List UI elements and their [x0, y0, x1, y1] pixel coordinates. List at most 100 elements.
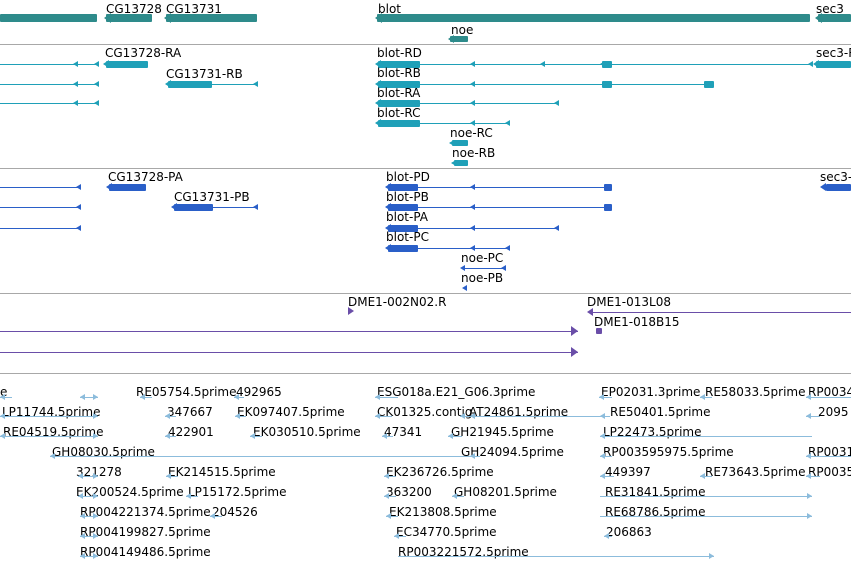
feature-label[interactable]: RP004199827.5prime: [80, 525, 211, 539]
feature-label[interactable]: EK030510.5prime: [253, 425, 361, 439]
feature-label[interactable]: noe-PC: [461, 251, 504, 265]
feature-label[interactable]: sec3: [816, 2, 844, 16]
feature-label[interactable]: LP11744.5prime: [2, 405, 101, 419]
feature-label[interactable]: 47341: [384, 425, 423, 439]
intron-line: [398, 556, 714, 557]
feature-label[interactable]: blot-PA: [386, 210, 429, 224]
feature-label[interactable]: RE04519.5prime: [3, 425, 104, 439]
feature-label[interactable]: blot-RB: [377, 66, 421, 80]
feature-label[interactable]: noe-RB: [452, 146, 496, 160]
strand-arrow: [0, 433, 5, 439]
feature-label[interactable]: GH24094.5prime: [461, 445, 564, 459]
intron-line: [420, 84, 712, 85]
strand-arrow: [808, 61, 813, 67]
feature-label[interactable]: CG13731-RB: [166, 67, 243, 81]
strand-arrow: [385, 224, 391, 232]
feature-label[interactable]: EK236726.5prime: [386, 465, 494, 479]
feature-label[interactable]: 321278: [76, 465, 122, 479]
feature-label[interactable]: DME1-018B15: [594, 315, 680, 329]
feature-label[interactable]: 2095: [818, 405, 849, 419]
feature-label[interactable]: CG13728-RA: [105, 46, 182, 60]
feature-label[interactable]: blot-PD: [386, 170, 430, 184]
feature-label[interactable]: noe: [451, 23, 474, 37]
intron-line: [50, 456, 470, 457]
feature-label[interactable]: EK097407.5prime: [237, 405, 345, 419]
feature-label[interactable]: GH21945.5prime: [451, 425, 554, 439]
feature-label[interactable]: blot-RA: [377, 86, 421, 100]
feature-label[interactable]: RP004221374.5prime: [80, 505, 211, 519]
feature-label[interactable]: GH08201.5prime: [454, 485, 557, 499]
strand-arrow: [394, 533, 399, 539]
feature-label[interactable]: blot-RC: [377, 106, 421, 120]
feature-label[interactable]: blot-PC: [386, 230, 429, 244]
feature-label[interactable]: EK214515.5prime: [168, 465, 276, 479]
feature-label[interactable]: ESG018a.E21_G06.3prime: [377, 385, 536, 399]
intron-line: [234, 397, 244, 398]
feature-label[interactable]: EP02031.3prime: [601, 385, 701, 399]
intron-line: [0, 331, 578, 332]
feature-label[interactable]: e: [0, 385, 8, 399]
feature-label[interactable]: CG13728-PA: [108, 170, 183, 184]
feature-label[interactable]: EK200524.5prime: [76, 485, 184, 499]
feature-label[interactable]: DME1-002N02.R: [348, 295, 447, 309]
feature-label[interactable]: RE68786.5prime: [605, 505, 706, 519]
feature-label[interactable]: 206863: [606, 525, 652, 539]
feature-label[interactable]: CG13731-PB: [174, 190, 250, 204]
feature-label[interactable]: 492965: [236, 385, 282, 399]
feature-label[interactable]: LP15172.5prime: [188, 485, 287, 499]
feature-label[interactable]: 204526: [212, 505, 258, 519]
intron-line: [384, 476, 396, 477]
strand-arrow: [600, 433, 605, 439]
feature-label[interactable]: RE50401.5prime: [610, 405, 711, 419]
feature-label[interactable]: CG13731: [166, 2, 222, 16]
strand-arrow: [93, 553, 98, 559]
exon: [604, 204, 612, 211]
strand-arrow: [709, 553, 714, 559]
feature-label[interactable]: 422901: [168, 425, 214, 439]
feature-label[interactable]: noe-PB: [461, 271, 504, 285]
track-separator: [0, 373, 851, 374]
strand-arrow: [462, 285, 467, 291]
feature-label[interactable]: RE73643.5prime: [705, 465, 806, 479]
feature-label[interactable]: blot: [378, 2, 401, 16]
strand-arrow: [78, 473, 83, 479]
feature-label[interactable]: EC34770.5prime: [396, 525, 497, 539]
feature-label[interactable]: RE58033.5prime: [705, 385, 806, 399]
feature-label[interactable]: RP0031: [808, 445, 851, 459]
strand-arrow: [375, 80, 381, 88]
feature-label[interactable]: 449397: [605, 465, 651, 479]
intron-line: [470, 416, 600, 417]
feature-label[interactable]: noe-RC: [450, 126, 493, 140]
feature-label[interactable]: RP003595975.5prime: [603, 445, 734, 459]
feature-label[interactable]: blot-RD: [377, 46, 422, 60]
feature-label[interactable]: GH08030.5prime: [52, 445, 155, 459]
intron-line: [80, 397, 98, 398]
feature-label[interactable]: blot-PB: [386, 190, 429, 204]
feature-label[interactable]: RE31841.5prime: [605, 485, 706, 499]
feature-label[interactable]: RP0034: [808, 385, 851, 399]
strand-arrow: [600, 473, 605, 479]
strand-arrow: [103, 60, 109, 68]
intron-line: [394, 536, 406, 537]
feature-label[interactable]: AT24861.5prime: [469, 405, 569, 419]
feature-label[interactable]: 347667: [167, 405, 213, 419]
strand-arrow: [186, 493, 191, 499]
feature-label[interactable]: LP22473.5prime: [603, 425, 702, 439]
strand-arrow: [76, 204, 81, 210]
feature-label[interactable]: CG13728: [106, 2, 162, 16]
feature-label[interactable]: RP003221572.5prime: [398, 545, 529, 559]
strand-arrow: [806, 453, 811, 459]
feature-label[interactable]: RP004149486.5prime: [80, 545, 211, 559]
strand-arrow: [94, 81, 99, 87]
feature-label[interactable]: RE05754.5prime: [136, 385, 237, 399]
feature-label[interactable]: CK01325.contig: [377, 405, 473, 419]
strand-arrow: [700, 473, 705, 479]
feature-label[interactable]: sec3-R: [816, 46, 851, 60]
intron-line: [418, 207, 610, 208]
feature-label[interactable]: DME1-013L08: [587, 295, 671, 309]
intron-line: [600, 476, 614, 477]
feature-label[interactable]: RP0035: [808, 465, 851, 479]
feature-label[interactable]: 363200: [386, 485, 432, 499]
feature-label[interactable]: EK213808.5prime: [389, 505, 497, 519]
feature-label[interactable]: sec3-: [820, 170, 851, 184]
